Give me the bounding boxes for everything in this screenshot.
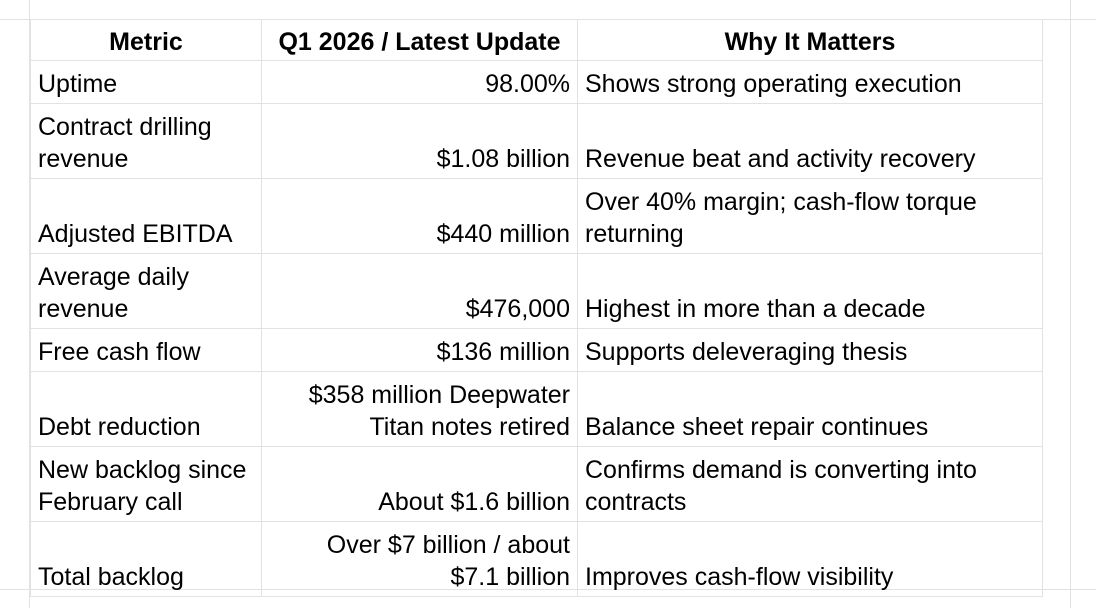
cell-why[interactable]: Confirms demand is converting into contra… bbox=[577, 446, 1043, 522]
table-row: Uptime 98.00% Shows strong operating exe… bbox=[30, 60, 1043, 104]
cell-why[interactable]: Balance sheet repair continues bbox=[577, 371, 1043, 447]
cell-text: Supports deleveraging thesis bbox=[585, 338, 908, 366]
cell-value[interactable]: $476,000 bbox=[261, 253, 578, 329]
cell-why[interactable]: Over 40% margin; cash-flow torque returni… bbox=[577, 178, 1043, 254]
cell-text: revenue bbox=[38, 145, 129, 173]
cell-text: Debt reduction bbox=[38, 413, 201, 441]
cell-text: February call bbox=[38, 488, 183, 516]
cell-text: $476,000 bbox=[465, 295, 570, 323]
cell-metric[interactable]: Contract drilling revenue bbox=[30, 103, 262, 179]
cell-metric[interactable]: Uptime bbox=[30, 60, 262, 104]
cell-text: Confirms demand is converting into bbox=[585, 456, 977, 484]
cell-text: $7.1 billion bbox=[450, 563, 570, 591]
cell-text: $440 million bbox=[436, 220, 570, 248]
cell-text: revenue bbox=[38, 295, 129, 323]
table-row: Free cash flow $136 million Supports del… bbox=[30, 328, 1043, 372]
cell-text: returning bbox=[585, 220, 684, 248]
cell-value[interactable]: $1.08 billion bbox=[261, 103, 578, 179]
cell-value[interactable]: $440 million bbox=[261, 178, 578, 254]
cell-text: About $1.6 billion bbox=[378, 488, 570, 516]
gridline bbox=[1070, 0, 1071, 608]
cell-text: Balance sheet repair continues bbox=[585, 413, 929, 441]
table-row: New backlog since February call About $1.… bbox=[30, 446, 1043, 522]
header-latest-update[interactable]: Q1 2026 / Latest Update bbox=[261, 20, 578, 61]
cell-why[interactable]: Improves cash-flow visibility bbox=[577, 521, 1043, 597]
header-row: Metric Q1 2026 / Latest Update Why It Ma… bbox=[30, 20, 1043, 61]
cell-value[interactable]: $358 million Deepwater Titan notes retire… bbox=[261, 371, 578, 447]
header-metric[interactable]: Metric bbox=[30, 20, 262, 61]
cell-metric[interactable]: Total backlog bbox=[30, 521, 262, 597]
cell-value[interactable]: 98.00% bbox=[261, 60, 578, 104]
table-row: Average daily revenue $476,000 Highest in… bbox=[30, 253, 1043, 329]
cell-text: Revenue beat and activity recovery bbox=[585, 145, 976, 173]
cell-text: Over $7 billion / about bbox=[326, 531, 570, 559]
cell-why[interactable]: Revenue beat and activity recovery bbox=[577, 103, 1043, 179]
cell-text: $358 million Deepwater bbox=[308, 381, 570, 409]
table-row: Contract drilling revenue $1.08 billion R… bbox=[30, 103, 1043, 179]
table-row: Debt reduction $358 million Deepwater Tit… bbox=[30, 371, 1043, 447]
cell-why[interactable]: Supports deleveraging thesis bbox=[577, 328, 1043, 372]
cell-text: Contract drilling bbox=[38, 113, 212, 141]
cell-metric[interactable]: Average daily revenue bbox=[30, 253, 262, 329]
table-row: Total backlog Over $7 billion / about $7.… bbox=[30, 521, 1043, 597]
cell-text: Free cash flow bbox=[38, 338, 201, 366]
cell-text: Average daily bbox=[38, 263, 190, 291]
cell-text: Improves cash-flow visibility bbox=[585, 563, 894, 591]
cell-value[interactable]: Over $7 billion / about $7.1 billion bbox=[261, 521, 578, 597]
cell-text: Shows strong operating execution bbox=[585, 70, 962, 98]
cell-why[interactable]: Shows strong operating execution bbox=[577, 60, 1043, 104]
cell-text: $136 million bbox=[436, 338, 570, 366]
cell-metric[interactable]: New backlog since February call bbox=[30, 446, 262, 522]
cell-text: Titan notes retired bbox=[369, 413, 570, 441]
cell-metric[interactable]: Free cash flow bbox=[30, 328, 262, 372]
cell-text: 98.00% bbox=[485, 70, 570, 98]
spreadsheet-table: Metric Q1 2026 / Latest Update Why It Ma… bbox=[30, 20, 1043, 597]
cell-why[interactable]: Highest in more than a decade bbox=[577, 253, 1043, 329]
cell-text: Uptime bbox=[38, 70, 118, 98]
cell-text: Over 40% margin; cash-flow torque bbox=[585, 188, 977, 216]
cell-text: New backlog since bbox=[38, 456, 247, 484]
cell-text: Highest in more than a decade bbox=[585, 295, 926, 323]
cell-text: Total backlog bbox=[38, 563, 184, 591]
cell-metric[interactable]: Debt reduction bbox=[30, 371, 262, 447]
cell-text: $1.08 billion bbox=[436, 145, 570, 173]
cell-text: contracts bbox=[585, 488, 687, 516]
cell-metric[interactable]: Adjusted EBITDA bbox=[30, 178, 262, 254]
header-why-it-matters[interactable]: Why It Matters bbox=[577, 20, 1043, 61]
cell-value[interactable]: About $1.6 billion bbox=[261, 446, 578, 522]
cell-value[interactable]: $136 million bbox=[261, 328, 578, 372]
cell-text: Adjusted EBITDA bbox=[38, 220, 233, 248]
table-row: Adjusted EBITDA $440 million Over 40% ma… bbox=[30, 178, 1043, 254]
